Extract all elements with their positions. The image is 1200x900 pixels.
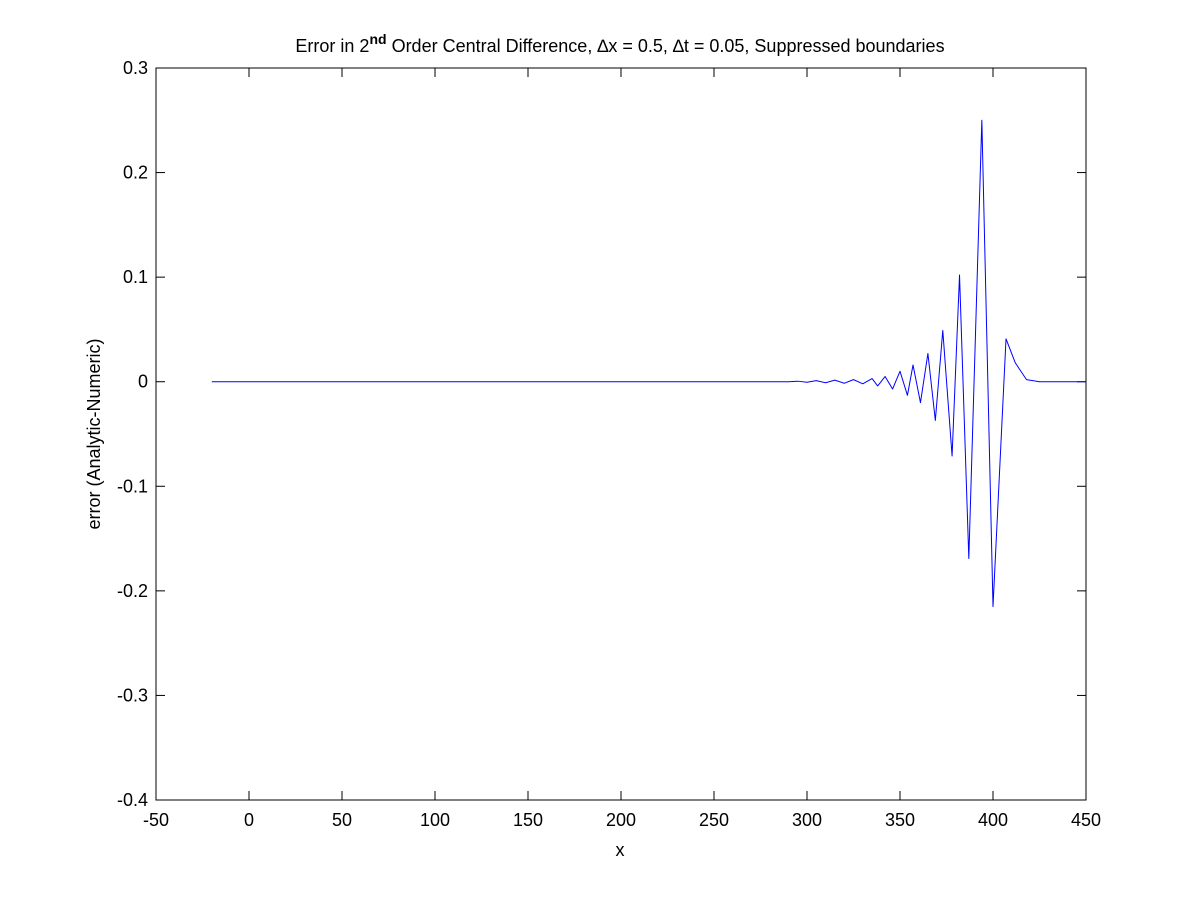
y-tick-label: 0 [138, 372, 148, 392]
chart-title-suffix: Order Central Difference, ∆x = 0.5, ∆t =… [387, 36, 945, 56]
plot-area [155, 67, 1087, 801]
x-tick-label: 450 [1071, 810, 1101, 830]
x-tick-label: 200 [606, 810, 636, 830]
x-tick-label: 100 [420, 810, 450, 830]
x-tick-label: 150 [513, 810, 543, 830]
x-axis-ticks: -50 0 50 100 150 200 250 300 350 400 450 [143, 68, 1101, 830]
x-tick-label: 400 [978, 810, 1008, 830]
y-tick-label: 0.1 [123, 267, 148, 287]
y-tick-label: -0.1 [117, 476, 148, 496]
x-tick-label: 350 [885, 810, 915, 830]
y-tick-label: 0.3 [123, 58, 148, 78]
series-layer [211, 119, 1086, 608]
x-tick-label: -50 [143, 810, 169, 830]
y-tick-label: -0.2 [117, 581, 148, 601]
y-tick-label: 0.2 [123, 163, 148, 183]
chart-title-superscript: nd [369, 31, 386, 47]
error-series-line [211, 119, 1086, 608]
chart-title: Error in 2nd Order Central Difference, ∆… [295, 31, 944, 56]
y-tick-label: -0.3 [117, 685, 148, 705]
y-axis-ticks: 0.3 0.2 0.1 0 -0.1 -0.2 -0.3 -0.4 [117, 58, 1086, 810]
x-tick-label: 300 [792, 810, 822, 830]
x-tick-label: 0 [244, 810, 254, 830]
chart-title-prefix: Error in 2 [295, 36, 369, 56]
x-tick-label: 250 [699, 810, 729, 830]
x-tick-label: 50 [332, 810, 352, 830]
x-axis-label: x [616, 840, 625, 860]
y-tick-label: -0.4 [117, 790, 148, 810]
y-axis-label: error (Analytic-Numeric) [84, 338, 104, 529]
